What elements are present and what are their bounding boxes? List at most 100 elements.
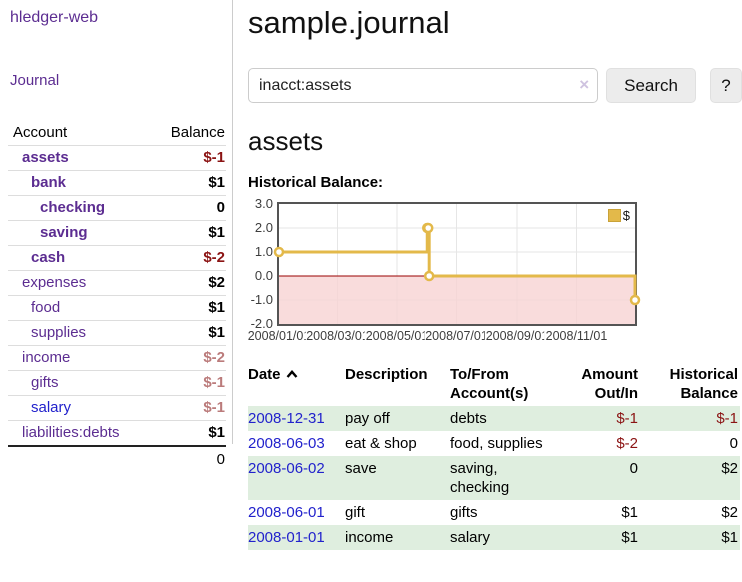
chart-legend: $ [605, 207, 632, 224]
register-header-balance: Historical Balance [669, 366, 738, 402]
register-balance: 0 [729, 435, 738, 452]
register-header-amount: Amount Out/In [581, 366, 638, 402]
y-axis-tick-label: -2.0 [250, 316, 273, 331]
register-amount: $-1 [616, 410, 638, 427]
register-date-link[interactable]: 2008-06-01 [248, 504, 325, 521]
register-description: income [345, 529, 394, 546]
account-balance: $1 [208, 299, 225, 316]
y-axis-tick-label: 1.0 [254, 244, 273, 259]
account-link[interactable]: liabilities:debts [22, 424, 120, 441]
sort-ascending-icon [286, 365, 298, 384]
register-header-description: Description [345, 366, 428, 383]
x-axis-tick-label: 2008/09/01 [484, 329, 550, 343]
account-row: assets $-1 [8, 145, 226, 171]
search-input[interactable] [248, 68, 599, 103]
register-date-link[interactable]: 2008-01-01 [248, 529, 325, 546]
register-accounts: saving, checking [450, 460, 510, 496]
sidebar-item-journal[interactable]: Journal [10, 72, 60, 89]
register-row: 2008-06-01 gift gifts $1 $2 [248, 500, 740, 525]
x-axis-tick-label: 2008/07/01 [424, 329, 489, 343]
account-row: cash $-2 [8, 245, 226, 271]
accounts-header-balance: Balance [170, 124, 225, 141]
account-row: expenses $2 [8, 270, 226, 296]
register-date-link[interactable]: 2008-06-03 [248, 435, 325, 452]
register-description: eat & shop [345, 435, 417, 452]
account-link[interactable]: food [31, 299, 61, 316]
register-amount: $1 [621, 504, 638, 521]
register-row: 2008-01-01 income salary $1 $1 [248, 525, 740, 550]
account-balance: $2 [208, 274, 225, 291]
chart-heading: Historical Balance: [248, 174, 384, 191]
y-axis-tick-label: 0.0 [254, 268, 273, 283]
account-balance: $1 [208, 324, 225, 341]
account-link[interactable]: supplies [31, 324, 87, 341]
register-amount: $1 [621, 529, 638, 546]
account-balance: $-1 [203, 374, 225, 391]
account-balance: $1 [208, 424, 225, 441]
register-accounts: food, supplies [450, 435, 543, 452]
account-link[interactable]: saving [40, 224, 88, 241]
register-header-accounts: To/From Account(s) [450, 366, 529, 402]
x-axis-tick-label: 2008/05/01 [364, 329, 430, 343]
search-box: × [248, 68, 599, 103]
register-header-date[interactable]: Date [248, 362, 345, 406]
account-balance: $1 [208, 224, 225, 241]
help-button[interactable]: ? [710, 68, 742, 103]
clear-search-icon[interactable]: × [579, 75, 590, 94]
register-accounts: salary [450, 529, 491, 546]
register-amount: 0 [629, 460, 638, 477]
register-accounts: debts [450, 410, 487, 427]
accounts-total-value: 0 [216, 451, 225, 468]
search-form: × Search ? [248, 68, 742, 103]
register-date-link[interactable]: 2008-12-31 [248, 410, 325, 427]
account-link[interactable]: assets [22, 149, 69, 166]
historical-balance-chart: $ 3.0 2.0 1.0 0.0 -1.0 -2.0 2008/01/01 2008/03/… [246, 197, 742, 345]
register-date-link[interactable]: 2008-06-02 [248, 460, 325, 477]
register-balance: $2 [721, 460, 738, 477]
account-row: saving $1 [8, 220, 226, 246]
y-axis-tick-label: -1.0 [250, 292, 273, 307]
account-link[interactable]: expenses [22, 274, 87, 291]
account-row: gifts $-1 [8, 370, 226, 396]
legend-label: $ [622, 208, 630, 223]
register-table: Date Description To/From Account(s) Amou… [248, 362, 740, 550]
page-title: sample.journal [248, 5, 450, 40]
legend-swatch [607, 209, 621, 222]
register-balance: $-1 [716, 410, 738, 427]
account-balance: $-2 [203, 249, 225, 266]
y-axis-tick-label: 2.0 [254, 220, 273, 235]
y-axis-tick-label: 3.0 [254, 196, 273, 211]
x-axis-tick-label: 2008/01/01 [246, 329, 312, 343]
register-row: 2008-12-31 pay off debts $-1 $-1 [248, 406, 740, 431]
account-heading: assets [248, 126, 324, 156]
register-amount: $-2 [616, 435, 638, 452]
register-accounts: gifts [450, 504, 478, 521]
account-row: supplies $1 [8, 320, 226, 346]
accounts-total-row: 0 [8, 446, 226, 472]
account-link[interactable]: income [22, 349, 71, 366]
sidebar: hledger-web Journal Account Balance asse… [0, 0, 233, 468]
app-title-link[interactable]: hledger-web [10, 9, 99, 26]
account-row: bank $1 [8, 170, 226, 196]
search-button[interactable]: Search [606, 68, 696, 103]
account-link[interactable]: cash [31, 249, 66, 266]
x-axis-tick-label: 2008/11/01 [544, 329, 609, 343]
chart-plot-area: $ [273, 202, 641, 326]
main-content: sample.journal × Search ? assets Histori… [246, 0, 742, 550]
register-balance: $2 [721, 504, 738, 521]
accounts-header-account: Account [13, 124, 68, 141]
register-description: save [345, 460, 377, 477]
account-link[interactable]: checking [40, 199, 106, 216]
register-description: gift [345, 504, 366, 521]
account-balance: $-2 [203, 349, 225, 366]
account-link[interactable]: salary [31, 399, 72, 416]
register-description: pay off [345, 410, 390, 427]
account-link[interactable]: gifts [31, 374, 59, 391]
account-balance: $-1 [203, 399, 225, 416]
register-row: 2008-06-03 eat & shop food, supplies $-2 0 [248, 431, 740, 456]
account-balance: $-1 [203, 149, 225, 166]
account-balance: 0 [216, 199, 225, 216]
accounts-header-row: Account Balance [8, 120, 226, 146]
account-link[interactable]: bank [31, 174, 67, 191]
x-axis-tick-label: 2008/03/01 [305, 329, 370, 343]
